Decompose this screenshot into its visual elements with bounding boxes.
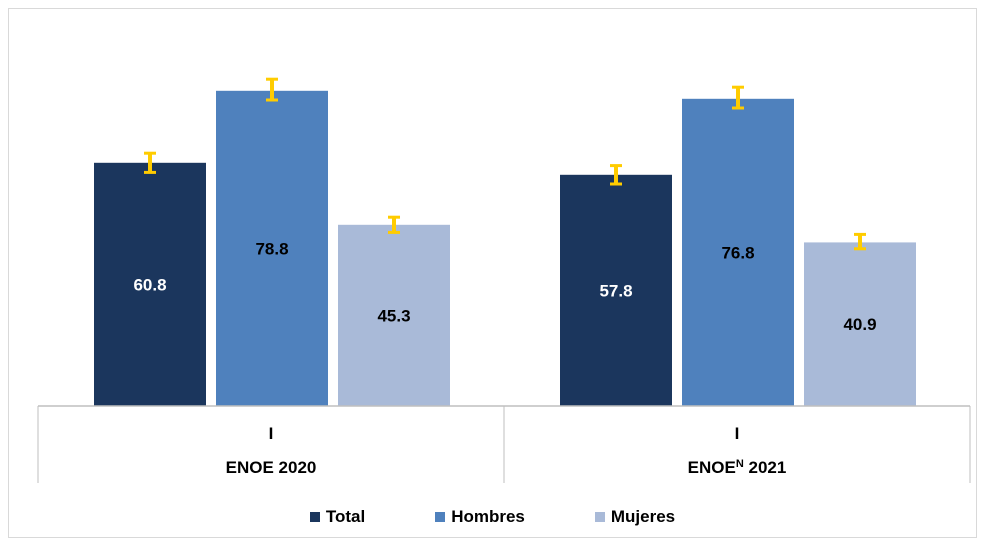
- legend-item-hombres: Hombres: [435, 507, 525, 527]
- legend-label-hombres: Hombres: [451, 507, 525, 526]
- data-label-total-2: 57.8: [599, 281, 632, 300]
- legend: Total Hombres Mujeres: [0, 507, 985, 527]
- bar-mujeres-2: [804, 242, 916, 406]
- bar-total-1: [94, 162, 206, 406]
- bar-hombres-1: [216, 90, 328, 407]
- legend-label-total: Total: [325, 507, 366, 526]
- bar-mujeres-1: [338, 224, 450, 406]
- data-label-hombres-2: 76.8: [721, 243, 754, 262]
- legend-item-mujeres: Mujeres: [594, 507, 676, 527]
- bar-total-2: [560, 174, 672, 406]
- category-survey-2: ENOEN 2021: [688, 458, 787, 477]
- data-label-total-1: 60.8: [133, 275, 166, 294]
- data-label-hombres-1: 78.8: [255, 239, 288, 258]
- category-period-2: I: [735, 424, 740, 443]
- data-label-mujeres-1: 45.3: [377, 306, 410, 325]
- bar-hombres-2: [682, 98, 794, 407]
- data-label-mujeres-2: 40.9: [843, 315, 876, 334]
- legend-swatch-hombres: [435, 512, 446, 522]
- category-survey-1: ENOE 2020: [226, 458, 317, 477]
- legend-label-mujeres: Mujeres: [610, 507, 676, 526]
- legend-item-total: Total: [309, 507, 366, 527]
- category-period-1: I: [269, 424, 274, 443]
- legend-swatch-total: [309, 512, 320, 522]
- legend-swatch-mujeres: [594, 512, 605, 522]
